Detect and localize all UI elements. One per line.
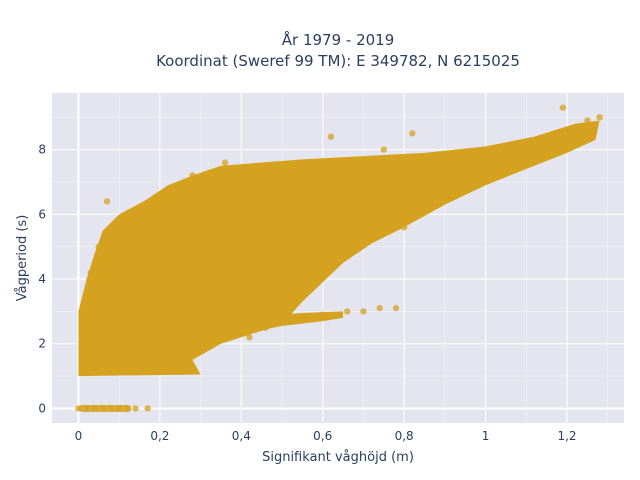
data-point <box>156 207 164 215</box>
data-point <box>156 282 164 289</box>
data-point <box>559 104 567 111</box>
data-point <box>197 347 204 354</box>
x-tick-label: 1 <box>482 429 490 443</box>
x-tick-label: 0,2 <box>150 429 169 443</box>
data-point <box>209 295 216 302</box>
data-point <box>571 123 579 131</box>
data-point <box>177 185 184 192</box>
y-axis-ticks: 0 2 4 6 8 <box>38 143 46 416</box>
data-point <box>124 405 131 412</box>
data-point <box>75 405 82 412</box>
data-point <box>392 304 400 312</box>
data-point <box>299 314 306 322</box>
data-point <box>238 182 245 189</box>
data-point <box>441 188 449 195</box>
secondary-point-band <box>119 311 344 364</box>
data-point <box>148 327 155 334</box>
data-point <box>262 324 269 331</box>
data-point <box>563 127 571 134</box>
data-points <box>75 104 603 412</box>
data-point <box>91 405 98 412</box>
data-point <box>230 211 237 218</box>
data-point <box>136 347 143 354</box>
x-tick-label: 1,2 <box>557 429 576 443</box>
x-tick-label: 0,6 <box>313 429 332 443</box>
data-point <box>584 117 591 124</box>
data-point <box>217 266 225 273</box>
data-point <box>164 233 172 241</box>
data-point <box>124 359 131 367</box>
x-axis-title: Signifikant våghöjd (m) <box>262 450 414 465</box>
y-tick-label: 8 <box>38 143 46 157</box>
chart-title-line1: År 1979 - 2019 <box>282 30 395 49</box>
data-point <box>144 405 151 412</box>
x-tick-label: 0 <box>75 429 83 443</box>
data-point <box>83 369 90 377</box>
data-point <box>99 334 107 341</box>
data-point <box>344 308 351 315</box>
data-point <box>360 308 367 315</box>
data-point <box>95 243 103 250</box>
data-point <box>360 172 367 179</box>
y-tick-label: 4 <box>38 272 46 286</box>
data-point <box>339 185 347 192</box>
data-point <box>246 334 253 341</box>
data-point <box>116 356 123 364</box>
y-tick-label: 6 <box>38 207 46 221</box>
data-point <box>555 136 563 144</box>
chart-title-line2: Koordinat (Sweref 99 TM): E 349782, N 62… <box>156 52 520 70</box>
data-point <box>401 224 408 231</box>
x-tick-label: 0,4 <box>232 429 251 443</box>
data-point <box>278 317 286 325</box>
data-point <box>205 237 212 244</box>
data-point <box>380 146 387 153</box>
data-point <box>107 363 115 370</box>
data-point <box>116 405 123 412</box>
data-point <box>327 133 335 140</box>
data-point <box>87 347 94 354</box>
data-point <box>409 130 416 137</box>
data-point <box>87 269 94 276</box>
data-point <box>95 295 103 302</box>
data-point <box>462 175 469 182</box>
data-point <box>421 204 428 212</box>
y-tick-label: 2 <box>38 337 46 351</box>
data-point <box>99 405 107 412</box>
data-point <box>140 301 147 309</box>
data-point <box>482 165 489 173</box>
data-point <box>596 114 603 121</box>
y-tick-label: 0 <box>38 401 46 415</box>
data-point <box>221 159 229 166</box>
data-point <box>319 201 326 208</box>
data-point <box>376 304 383 312</box>
data-point <box>189 321 196 328</box>
data-point <box>189 172 196 179</box>
data-point <box>258 262 265 270</box>
x-tick-label: 0,8 <box>395 429 414 443</box>
data-point <box>103 198 111 205</box>
data-point <box>83 405 90 412</box>
main-point-cloud <box>78 120 600 377</box>
data-point <box>83 314 90 322</box>
data-point <box>299 214 306 221</box>
y-axis-title: Vågperiod (s) <box>15 215 30 302</box>
data-point <box>107 405 115 412</box>
data-point <box>132 405 139 412</box>
data-point <box>319 311 326 318</box>
data-point <box>523 152 530 160</box>
data-point <box>502 159 510 166</box>
data-point <box>148 256 155 263</box>
data-point <box>278 237 286 244</box>
data-point <box>95 366 103 373</box>
x-axis-ticks: 0 0,2 0,4 0,6 0,8 1 1,2 <box>75 429 577 443</box>
data-point <box>543 143 550 150</box>
